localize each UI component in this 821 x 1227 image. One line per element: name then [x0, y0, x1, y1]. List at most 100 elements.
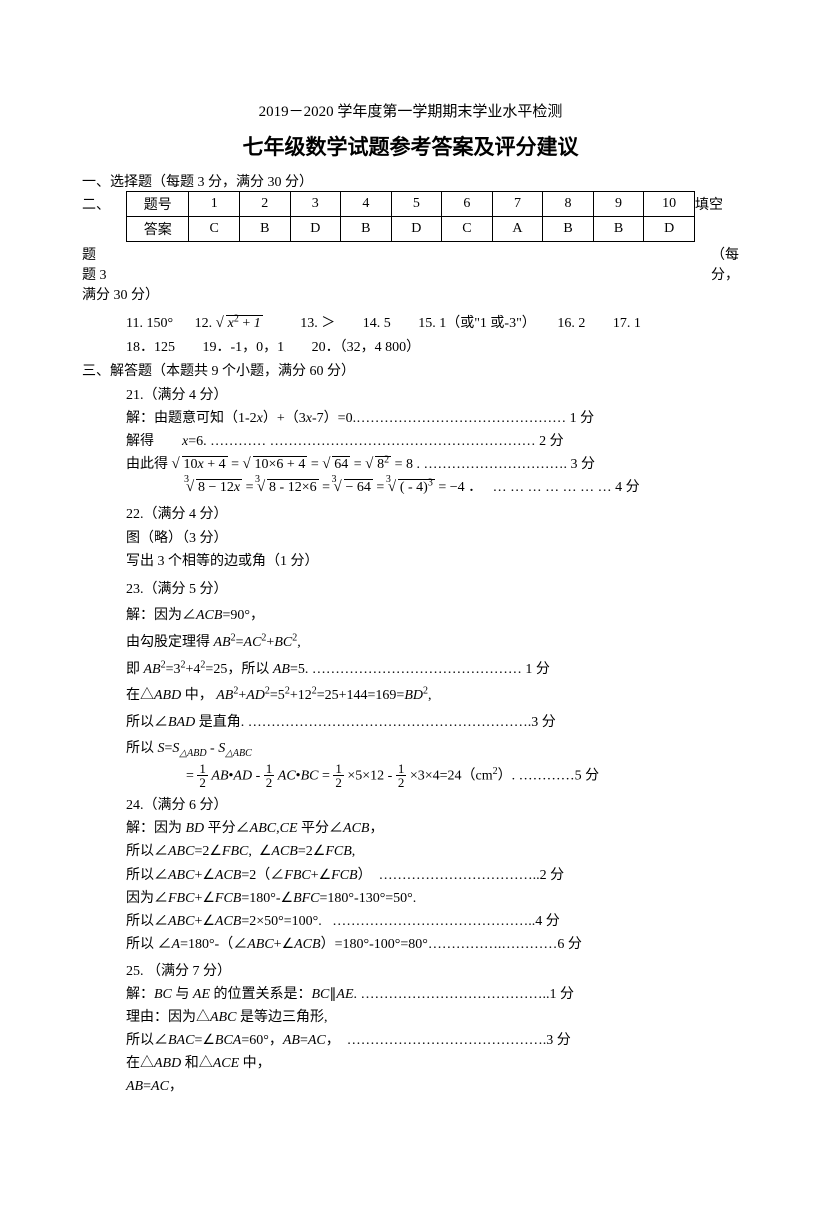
sec3-label: 三、解答题（本题共 9 个小题，满分 60 分） [82, 360, 739, 380]
mc-answer-row: 答案 C B D B D C A B B D [127, 217, 695, 242]
q23: 23.（满分 5 分） 解：因为∠ACB=90°， 由勾股定理得 AB2=AC2… [126, 577, 739, 790]
q22-l2: 写出 3 个相等的边或角（1 分） [126, 550, 739, 573]
q21-l1-pts: 1 分 [570, 411, 595, 426]
mc-col: 6 [442, 192, 493, 217]
cbrt-idx: 3 [386, 472, 391, 489]
mc-col: 3 [290, 192, 341, 217]
mc-ans: C [442, 217, 493, 242]
a13: ＞ [321, 316, 335, 331]
mc-col: 2 [239, 192, 290, 217]
sec2-prefix: 二、 [82, 191, 126, 214]
q25-l1-pts: 1 分 [550, 987, 575, 1002]
sec2-line4: 满分 30 分） [82, 284, 739, 304]
cbrt-idx: 3 [255, 472, 260, 489]
q21-title: 21.（满分 4 分） [126, 384, 739, 407]
q23-l5-pts: 3 分 [531, 715, 556, 730]
q24-l5-pts: 4 分 [535, 914, 560, 929]
q23-l4: 在△ABD 中， AB2+AD2=52+122=25+144=169=BD2, [126, 683, 739, 710]
q25-l3: 所以∠BAC=∠BCA=60°，AB=AC， …………………………………….3 … [126, 1029, 739, 1052]
mc-ans: D [391, 217, 442, 242]
section-1: 一、选择题（每题 3 分，满分 30 分） 二、 题号 1 2 3 4 5 6 … [82, 171, 739, 304]
q24-l3-pts: 2 分 [540, 868, 565, 883]
mc-col: 7 [492, 192, 543, 217]
a15: 1（或"1 或-3"） [439, 316, 536, 331]
mc-ans: B [341, 217, 392, 242]
mc-ans: C [189, 217, 240, 242]
q24-l3: 所以∠ABC+∠ACB=2（∠FBC+∠FCB） ……………………………..2 … [126, 864, 739, 887]
a11: 150° [146, 316, 173, 331]
q21-l2: 解得 x=6. ………… ………………………………………………… 2 分 [126, 430, 739, 453]
q22: 22.（满分 4 分） 图（略）（3 分） 写出 3 个相等的边或角（1 分） [126, 503, 739, 572]
mc-ans: B [239, 217, 290, 242]
mc-ans: B [593, 217, 644, 242]
a19: -1，0，1 [231, 340, 285, 355]
q25-l2: 理由：因为△ABC 是等边三角形, [126, 1006, 739, 1029]
q21-l2-pts: 2 分 [539, 434, 564, 449]
q22-l1: 图（略）（3 分） [126, 527, 739, 550]
a17: 1 [634, 316, 641, 331]
q24-l4: 因为∠FBC+∠FCB=180°-∠BFC=180°-130°=50°. [126, 887, 739, 910]
q25-l4: 在△ABD 和△ACE 中， [126, 1052, 739, 1075]
q22-title: 22.（满分 4 分） [126, 503, 739, 526]
q23-l1: 解：因为∠ACB=90°， [126, 603, 739, 630]
fill-line-1: 11. 150° 12. x2 + 1 13. ＞ 14. 5 15. 1（或"… [126, 312, 739, 332]
q25: 25. （满分 7 分） 解：BC 与 AE 的位置关系是：BC∥AE. ………… [126, 960, 739, 1099]
q23-title: 23.（满分 5 分） [126, 577, 739, 604]
q23-l3-pts: 1 分 [525, 662, 550, 677]
mc-ans: D [290, 217, 341, 242]
fill-line-2: 18．125 19．-1，0，1 20．（32，4 800） [126, 336, 739, 356]
q21-l3: 由此得 10x + 4 = 10×6 + 4 = 64 = 82 = 8 . …… [126, 453, 739, 476]
q24-l2: 所以∠ABC=2∠FBC, ∠ACB=2∠FCB, [126, 840, 739, 863]
mc-col: 10 [644, 192, 695, 217]
q24: 24.（满分 6 分） 解：因为 BD 平分∠ABC,CE 平分∠ACB， 所以… [126, 794, 739, 956]
page: 2019－2020 学年度第一学期期末学业水平检测 七年级数学试题参考答案及评分… [0, 0, 821, 1227]
a14: 5 [384, 316, 391, 331]
sec2-frag-l2: 题 [82, 244, 96, 264]
year-line: 2019－2020 学年度第一学期期末学业水平检测 [82, 100, 739, 121]
q23-l7-pts: 5 分 [575, 769, 600, 784]
q25-title: 25. （满分 7 分） [126, 960, 739, 983]
q21-l1-post: -7）=0 [312, 411, 353, 426]
q24-l6: 所以 ∠A=180°-（∠ABC+∠ACB）=180°-100°=80°…………… [126, 933, 739, 956]
mc-col: 5 [391, 192, 442, 217]
sec2-frag-r3: 分， [711, 264, 739, 284]
q24-l5: 所以∠ABC+∠ACB=2×50°=100°. ……………………………………..… [126, 910, 739, 933]
q21-l2-pre: 解得 [126, 434, 154, 449]
q21-l4: 38 − 12x = 38 - 12×6 = 3− 64 = 3( - 4)3 … [126, 476, 739, 499]
mc-col: 9 [593, 192, 644, 217]
q23-l7: = 12 AB•AD - 12 AC•BC = 12 ×5×12 - 12 ×3… [126, 763, 739, 790]
cbrt-idx: 3 [332, 472, 337, 489]
q24-title: 24.（满分 6 分） [126, 794, 739, 817]
q21-l2-post: =6. [188, 434, 206, 449]
q25-l3-pts: 3 分 [546, 1033, 571, 1048]
mc-ans: D [644, 217, 695, 242]
q21-l1-pre: 解：由题意可知（1-2 [126, 411, 257, 426]
mc-col: 8 [543, 192, 594, 217]
q23-l3: 即 AB2=32+42=25，所以 AB=5. ……………………………………… … [126, 657, 739, 684]
q24-l1: 解：因为 BD 平分∠ABC,CE 平分∠ACB， [126, 817, 739, 840]
sec2-frag-r1: 填空 [695, 191, 739, 214]
mc-table: 题号 1 2 3 4 5 6 7 8 9 10 答案 C B D [126, 191, 695, 242]
q21-l1-mid: ）+（3 [263, 411, 306, 426]
q23-l6: 所以 S=S△ABD - S△ABC [126, 736, 739, 763]
q24-l6-pts: 6 分 [557, 937, 582, 952]
q23-l5: 所以∠BAD 是直角. …………………………………………………….3 分 [126, 710, 739, 737]
q21-l3-pts: 3 分 [571, 457, 596, 472]
cbrt-idx: 3 [184, 472, 189, 489]
mc-answer-label: 答案 [127, 217, 189, 242]
mc-ans: A [492, 217, 543, 242]
sec2-frag-l3: 题 3 [82, 264, 107, 284]
q21-l4-res: −4 [450, 480, 465, 495]
a16: 2 [578, 316, 585, 331]
q21-l3-res: 8 [406, 457, 413, 472]
q21-l1: 解：由题意可知（1-2x）+（3x-7）=0.……………………………………… 1… [126, 407, 739, 430]
sec2-frag-r2: （每 [711, 244, 739, 264]
mc-ans: B [543, 217, 594, 242]
q23-l2: 由勾股定理得 AB2=AC2+BC2, [126, 630, 739, 657]
sec1-text: 选择题（每题 3 分，满分 30 分） [110, 175, 313, 190]
doc-subtitle: 七年级数学试题参考答案及评分建议 [82, 131, 739, 161]
mc-col: 4 [341, 192, 392, 217]
a20: （32，4 800） [340, 340, 421, 355]
mc-col: 1 [189, 192, 240, 217]
q21-l4-pts: 4 分 [615, 480, 640, 495]
